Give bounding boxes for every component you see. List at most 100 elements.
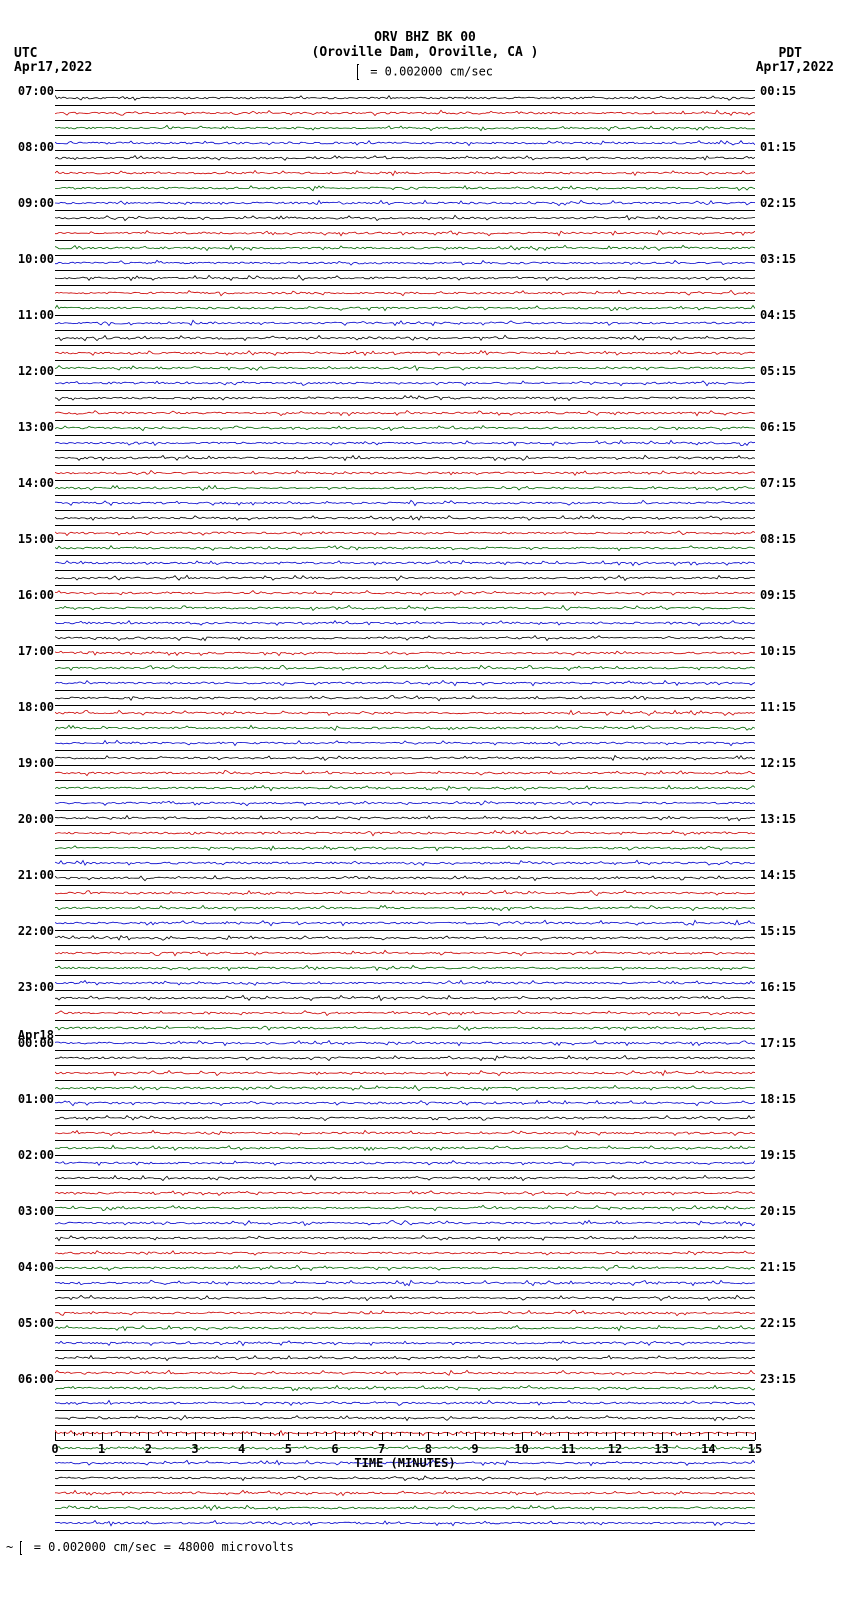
x-axis-title: TIME (MINUTES) (354, 1456, 455, 1470)
footer-prefix: ~ (6, 1540, 13, 1554)
right-time-label: 15:15 (760, 924, 796, 938)
x-tick-minor (690, 1432, 691, 1436)
x-tick-label: 1 (98, 1442, 105, 1456)
x-tick-minor (746, 1432, 747, 1436)
left-time-label: 03:00 (18, 1204, 54, 1218)
right-time-label: 11:15 (760, 700, 796, 714)
x-tick-label: 15 (748, 1442, 762, 1456)
right-time-label: 14:15 (760, 868, 796, 882)
left-time-label: 00:00 (18, 1036, 54, 1050)
x-tick-minor (298, 1432, 299, 1436)
x-axis: TIME (MINUTES) 0123456789101112131415 (55, 1432, 755, 1472)
x-tick-major (615, 1432, 616, 1440)
x-tick-major (195, 1432, 196, 1440)
left-time-label: 22:00 (18, 924, 54, 938)
x-tick-minor (279, 1432, 280, 1436)
left-time-label: 12:00 (18, 364, 54, 378)
left-time-label: 19:00 (18, 756, 54, 770)
right-time-label: 10:15 (760, 644, 796, 658)
x-tick-major (662, 1432, 663, 1440)
x-tick-minor (503, 1432, 504, 1436)
x-tick-minor (372, 1432, 373, 1436)
x-tick-minor (466, 1432, 467, 1436)
scale-bar-icon (20, 1541, 22, 1555)
left-time-label: 08:00 (18, 140, 54, 154)
right-time-label: 09:15 (760, 588, 796, 602)
x-tick-minor (92, 1432, 93, 1436)
left-time-label: 01:00 (18, 1092, 54, 1106)
right-timezone: PDT (779, 46, 802, 61)
left-time-label: 13:00 (18, 420, 54, 434)
x-tick-label: 14 (701, 1442, 715, 1456)
x-tick-minor (64, 1432, 65, 1436)
right-time-label: 22:15 (760, 1316, 796, 1330)
x-tick-minor (130, 1432, 131, 1436)
x-tick-minor (419, 1432, 420, 1436)
left-timezone: UTC (14, 46, 37, 61)
x-tick-minor (634, 1432, 635, 1436)
x-tick-minor (652, 1432, 653, 1436)
x-tick-minor (680, 1432, 681, 1436)
left-time-label: 11:00 (18, 308, 54, 322)
right-time-label: 00:15 (760, 84, 796, 98)
footer-text: = 0.002000 cm/sec = 48000 microvolts (34, 1540, 294, 1554)
right-time-label: 06:15 (760, 420, 796, 434)
x-tick-minor (736, 1432, 737, 1436)
right-time-label: 17:15 (760, 1036, 796, 1050)
left-date: Apr17,2022 (14, 60, 92, 75)
x-tick-minor (176, 1432, 177, 1436)
right-time-label: 20:15 (760, 1204, 796, 1218)
x-tick-minor (111, 1432, 112, 1436)
footer-scale: ~ = 0.002000 cm/sec = 48000 microvolts (6, 1540, 294, 1555)
x-tick-minor (316, 1432, 317, 1436)
x-tick-major (568, 1432, 569, 1440)
x-tick-minor (643, 1432, 644, 1436)
right-time-label: 07:15 (760, 476, 796, 490)
x-tick-major (382, 1432, 383, 1440)
x-tick-minor (344, 1432, 345, 1436)
trace-row (55, 1516, 755, 1531)
x-tick-major (288, 1432, 289, 1440)
right-time-label: 13:15 (760, 812, 796, 826)
left-time-label: 17:00 (18, 644, 54, 658)
chart-title: ORV BHZ BK 00 (Oroville Dam, Oroville, C… (0, 0, 850, 60)
x-tick-minor (260, 1432, 261, 1436)
x-tick-minor (139, 1432, 140, 1436)
x-tick-minor (550, 1432, 551, 1436)
x-tick-minor (158, 1432, 159, 1436)
x-tick-label: 7 (378, 1442, 385, 1456)
left-time-label: 06:00 (18, 1372, 54, 1386)
x-tick-minor (400, 1432, 401, 1436)
x-tick-major (102, 1432, 103, 1440)
right-time-label: 12:15 (760, 756, 796, 770)
x-tick-minor (326, 1432, 327, 1436)
left-time-label: 20:00 (18, 812, 54, 826)
left-time-label: 07:00 (18, 84, 54, 98)
x-tick-minor (531, 1432, 532, 1436)
left-time-label: 18:00 (18, 700, 54, 714)
left-time-label: 21:00 (18, 868, 54, 882)
x-tick-label: 6 (331, 1442, 338, 1456)
x-tick-minor (251, 1432, 252, 1436)
right-date: Apr17,2022 (756, 60, 834, 75)
x-tick-minor (578, 1432, 579, 1436)
x-tick-minor (186, 1432, 187, 1436)
scale-bar-icon (357, 64, 359, 80)
seismogram-container: UTC Apr17,2022 PDT Apr17,2022 ORV BHZ BK… (0, 0, 850, 1613)
x-tick-major (55, 1432, 56, 1440)
right-time-label: 03:15 (760, 252, 796, 266)
x-tick-minor (606, 1432, 607, 1436)
x-tick-minor (671, 1432, 672, 1436)
x-tick-label: 10 (514, 1442, 528, 1456)
right-time-label: 16:15 (760, 980, 796, 994)
x-tick-minor (232, 1432, 233, 1436)
x-tick-minor (363, 1432, 364, 1436)
x-tick-minor (438, 1432, 439, 1436)
x-tick-minor (74, 1432, 75, 1436)
x-tick-minor (727, 1432, 728, 1436)
x-tick-label: 12 (608, 1442, 622, 1456)
left-time-label: 14:00 (18, 476, 54, 490)
x-tick-major (755, 1432, 756, 1440)
scale-label: = 0.002000 cm/sec (0, 60, 850, 84)
right-time-label: 19:15 (760, 1148, 796, 1162)
